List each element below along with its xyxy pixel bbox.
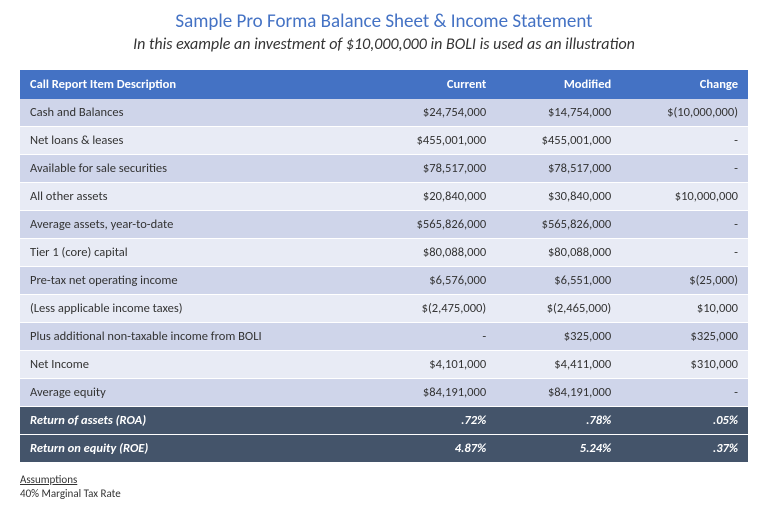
table-cell: $20,840,000 xyxy=(371,183,496,211)
table-cell: Cash and Balances xyxy=(20,99,371,127)
table-cell: - xyxy=(621,379,748,407)
table-row: Pre-tax net operating income$6,576,000$6… xyxy=(20,267,748,295)
table-cell: $4,411,000 xyxy=(496,351,621,379)
table-cell: 5.24% xyxy=(496,435,621,463)
table-cell: $6,576,000 xyxy=(371,267,496,295)
table-row: Return of assets (ROA).72%.78%.05% xyxy=(20,407,748,435)
table-cell: $84,191,000 xyxy=(496,379,621,407)
page-subtitle: In this example an investment of $10,000… xyxy=(20,35,748,54)
table-cell: $(25,000) xyxy=(621,267,748,295)
table-cell: $565,826,000 xyxy=(371,211,496,239)
table-cell: 4.87% xyxy=(371,435,496,463)
table-cell: Average equity xyxy=(20,379,371,407)
table-row: Average assets, year-to-date$565,826,000… xyxy=(20,211,748,239)
col-header-change: Change xyxy=(621,69,748,99)
table-cell: $6,551,000 xyxy=(496,267,621,295)
table-header-row: Call Report Item Description Current Mod… xyxy=(20,69,748,99)
col-header-modified: Modified xyxy=(496,69,621,99)
table-cell: .78% xyxy=(496,407,621,435)
page-title: Sample Pro Forma Balance Sheet & Income … xyxy=(20,10,748,33)
table-cell: $325,000 xyxy=(496,323,621,351)
table-row: Cash and Balances$24,754,000$14,754,000$… xyxy=(20,99,748,127)
table-cell: - xyxy=(621,239,748,267)
table-cell: Net Income xyxy=(20,351,371,379)
table-cell: $10,000 xyxy=(621,295,748,323)
table-cell: $80,088,000 xyxy=(371,239,496,267)
table-row: Plus additional non-taxable income from … xyxy=(20,323,748,351)
table-row: (Less applicable income taxes)$(2,475,00… xyxy=(20,295,748,323)
table-row: Average equity$84,191,000$84,191,000- xyxy=(20,379,748,407)
table-row: All other assets$20,840,000$30,840,000$1… xyxy=(20,183,748,211)
table-cell: Pre-tax net operating income xyxy=(20,267,371,295)
table-cell: .72% xyxy=(371,407,496,435)
table-cell: $325,000 xyxy=(621,323,748,351)
table-cell: Available for sale securities xyxy=(20,155,371,183)
table-cell: Return of assets (ROA) xyxy=(20,407,371,435)
table-cell: - xyxy=(621,127,748,155)
table-cell: - xyxy=(371,323,496,351)
table-row: Net loans & leases$455,001,000$455,001,0… xyxy=(20,127,748,155)
col-header-description: Call Report Item Description xyxy=(20,69,371,99)
table-cell: $30,840,000 xyxy=(496,183,621,211)
table-cell: $78,517,000 xyxy=(496,155,621,183)
table-cell: Tier 1 (core) capital xyxy=(20,239,371,267)
table-row: Available for sale securities$78,517,000… xyxy=(20,155,748,183)
table-cell: Net loans & leases xyxy=(20,127,371,155)
balance-sheet-table: Call Report Item Description Current Mod… xyxy=(20,68,748,463)
table-cell: $24,754,000 xyxy=(371,99,496,127)
table-cell: Plus additional non-taxable income from … xyxy=(20,323,371,351)
table-cell: Return on equity (ROE) xyxy=(20,435,371,463)
table-cell: $(2,475,000) xyxy=(371,295,496,323)
table-cell: $10,000,000 xyxy=(621,183,748,211)
table-cell: $14,754,000 xyxy=(496,99,621,127)
table-cell: .37% xyxy=(621,435,748,463)
col-header-current: Current xyxy=(371,69,496,99)
table-cell: - xyxy=(621,155,748,183)
table-cell: $78,517,000 xyxy=(371,155,496,183)
table-cell: All other assets xyxy=(20,183,371,211)
table-cell: $455,001,000 xyxy=(496,127,621,155)
footnote-block: Assumptions 40% Marginal Tax Rate xyxy=(20,473,748,502)
table-cell: $80,088,000 xyxy=(496,239,621,267)
table-cell: Average assets, year-to-date xyxy=(20,211,371,239)
table-row: Return on equity (ROE)4.87%5.24%.37% xyxy=(20,435,748,463)
table-cell: (Less applicable income taxes) xyxy=(20,295,371,323)
footnote-heading: Assumptions xyxy=(20,473,77,486)
footnote-line: 40% Marginal Tax Rate xyxy=(20,487,121,500)
table-cell: $455,001,000 xyxy=(371,127,496,155)
table-cell: $(10,000,000) xyxy=(621,99,748,127)
table-cell: $84,191,000 xyxy=(371,379,496,407)
table-row: Tier 1 (core) capital$80,088,000$80,088,… xyxy=(20,239,748,267)
table-cell: - xyxy=(621,211,748,239)
table-cell: $4,101,000 xyxy=(371,351,496,379)
table-cell: $565,826,000 xyxy=(496,211,621,239)
table-cell: $(2,465,000) xyxy=(496,295,621,323)
table-cell: $310,000 xyxy=(621,351,748,379)
table-cell: .05% xyxy=(621,407,748,435)
table-row: Net Income$4,101,000$4,411,000$310,000 xyxy=(20,351,748,379)
